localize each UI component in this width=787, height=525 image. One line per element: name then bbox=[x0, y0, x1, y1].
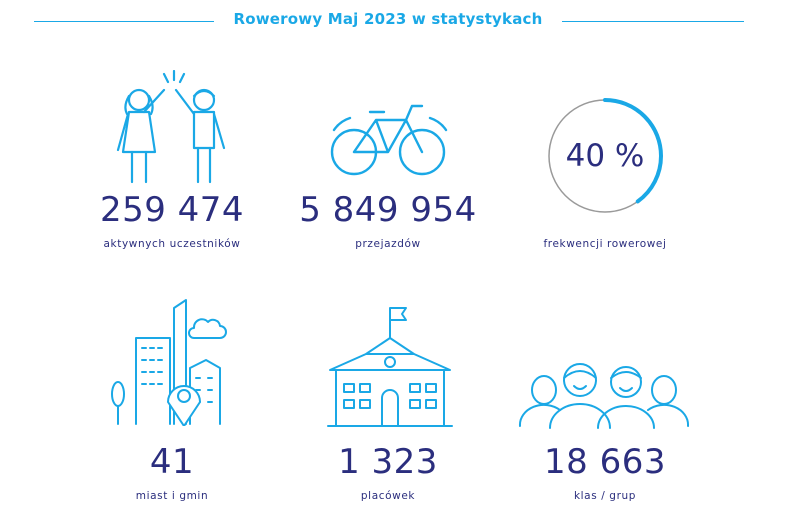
stat-label-participants: aktywnych uczestników bbox=[103, 238, 241, 250]
school-building-icon bbox=[327, 307, 453, 427]
stat-label-groups: klas / grup bbox=[573, 490, 637, 502]
stat-label-rides: przejazdów bbox=[355, 238, 421, 250]
people-high-five-icon bbox=[116, 70, 226, 184]
stat-value-groups: 18 663 bbox=[544, 442, 666, 482]
page-title: Rowerowy Maj 2023 w statystykach bbox=[233, 10, 543, 28]
stat-value-rides: 5 849 954 bbox=[299, 190, 477, 230]
stat-value-schools: 1 323 bbox=[338, 442, 438, 482]
header-line-left bbox=[34, 21, 214, 22]
stat-label-attendance: frekwencji rowerowej bbox=[543, 238, 667, 250]
group-of-people-icon bbox=[518, 363, 690, 429]
stat-value-cities: 41 bbox=[149, 442, 195, 482]
stat-label-cities: miast i gmin bbox=[135, 490, 209, 502]
stat-label-schools: placówek bbox=[360, 490, 416, 502]
stat-value-attendance: 40 % bbox=[565, 138, 645, 174]
progress-ring-icon bbox=[547, 98, 663, 214]
city-location-pin-icon bbox=[111, 299, 227, 426]
header-line-right bbox=[562, 21, 744, 22]
bicycle-icon bbox=[330, 104, 448, 176]
stat-value-participants: 259 474 bbox=[99, 190, 245, 230]
